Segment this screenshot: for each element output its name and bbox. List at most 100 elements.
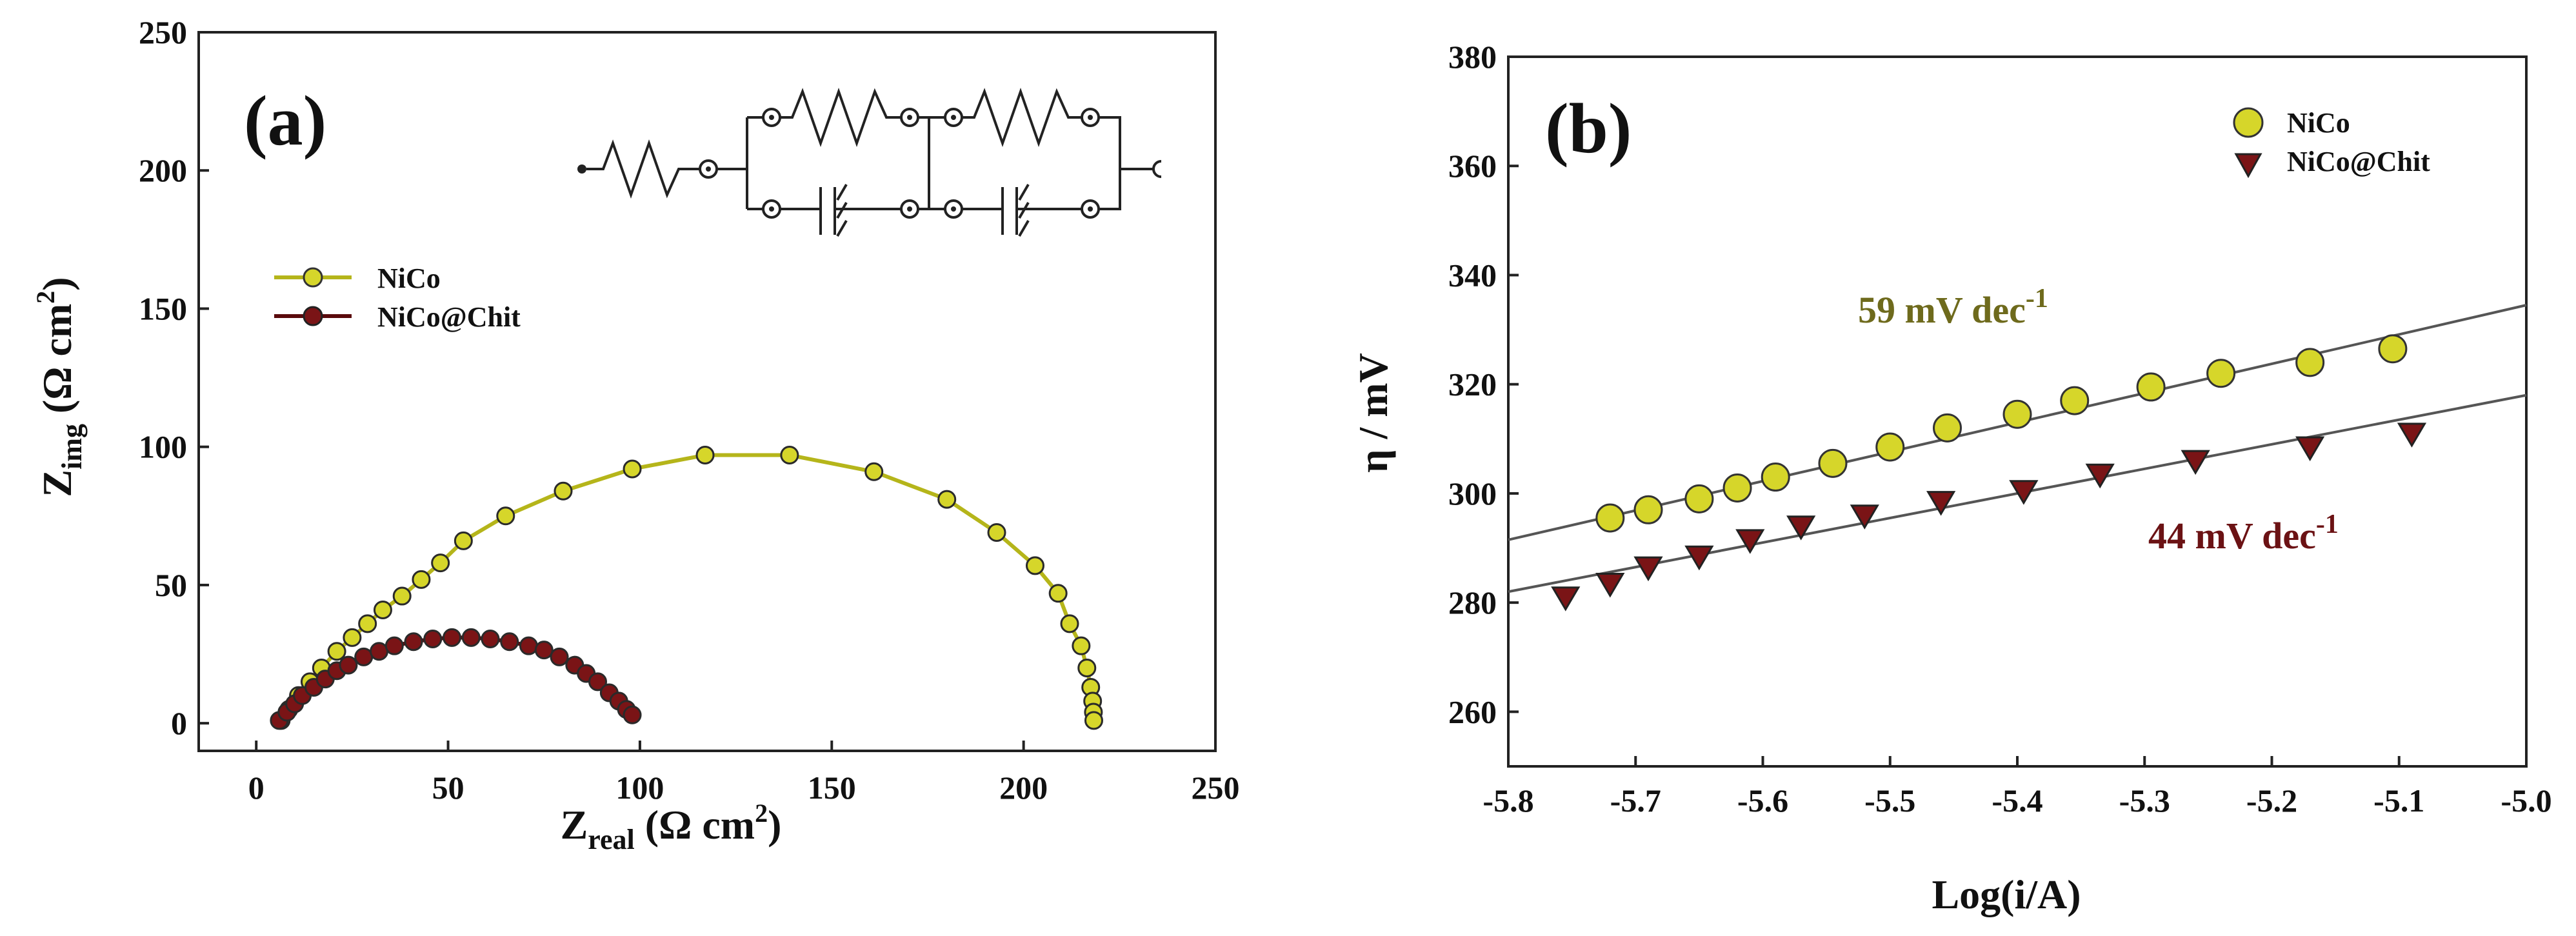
data-point-nico (780, 446, 799, 465)
data-point-nico (2060, 386, 2090, 415)
data-point-nico (373, 600, 392, 619)
panel-a: 0 50 100 150 200 250 0 50 100 150 200 250 (a) (31, 14, 1240, 855)
circuit-cpe-2 (962, 183, 1081, 237)
legend-b-nico-label: NiCo (2287, 107, 2350, 139)
equivalent-circuit-diagram (577, 87, 1162, 237)
x-tick-label: -5.2 (2246, 782, 2297, 819)
data-point-nico (2295, 348, 2325, 377)
circuit-resistor-2 (962, 87, 1081, 148)
y-tick-label: 100 (139, 429, 187, 465)
circuit-block-2-frame (1099, 116, 1143, 210)
legend-a-nico-label: NiCo (377, 263, 441, 294)
x-tick-label: 100 (615, 770, 664, 806)
slope-label-nico-chit: 44 mV dec-1 (2148, 510, 2339, 557)
panel-b-legend: NiCo NiCo@Chit (2233, 107, 2430, 179)
y-tick-label: 0 (171, 705, 187, 741)
data-point-nico (1084, 711, 1103, 730)
data-point-nico (554, 481, 573, 501)
circuit-resistor-series (586, 139, 699, 199)
y-tick-label: 340 (1448, 257, 1497, 293)
data-point-nico (1933, 413, 1962, 443)
data-point-nico (1684, 484, 1714, 513)
y-tick-label: 50 (155, 567, 187, 603)
legend-b-chit-marker (2234, 153, 2262, 179)
panel-b: -5.8 -5.7 -5.6 -5.5 -5.4 -5.3 -5.2 -5.1 -5.0 260 2… (1350, 39, 2552, 917)
x-tick-label: -5.0 (2501, 782, 2551, 819)
data-point-nico-chit (354, 647, 374, 666)
data-point-nico (864, 462, 884, 481)
legend-a-chit-label: NiCo@Chit (377, 301, 521, 333)
data-point-nico (937, 490, 957, 509)
data-point-nico (454, 531, 473, 550)
data-point-nico-chit (1684, 545, 1714, 571)
panel-a-label: (a) (244, 81, 326, 160)
data-point-nico-chit (623, 705, 642, 724)
x-tick-label: -5.3 (2119, 782, 2170, 819)
data-point-nico (1633, 495, 1663, 524)
data-point-nico (327, 642, 346, 661)
panel-a-x-axis-title: Zreal (Ω cm2) (561, 799, 782, 855)
data-point-nico-chit (1551, 586, 1581, 612)
panel-a-series (270, 446, 1103, 730)
data-point-nico (1048, 584, 1068, 603)
x-tick-label: -5.7 (1610, 782, 1661, 819)
data-point-nico-chit (1786, 515, 1816, 541)
x-tick-label: 250 (1192, 770, 1240, 806)
x-tick-label: -5.1 (2373, 782, 2424, 819)
data-point-nico-chit (423, 629, 443, 648)
x-tick-label: 50 (432, 770, 464, 806)
data-point-nico-chit (588, 672, 608, 692)
y-tick-label: 380 (1448, 39, 1497, 75)
legend-a-nico-marker (303, 267, 323, 288)
data-point-nico-chit (1926, 491, 1956, 516)
panel-a-y-axis-title: Zimg (Ω cm2) (31, 277, 88, 497)
circuit-cpe-1 (780, 183, 901, 237)
x-tick-label: -5.8 (1483, 782, 1533, 819)
y-tick-label: 200 (139, 152, 187, 188)
data-point-nico-chit (404, 632, 423, 652)
data-point-nico (1722, 473, 1752, 503)
data-point-nico (2378, 334, 2408, 364)
data-point-nico (412, 570, 431, 589)
panel-b-x-axis-title: Log(i/A) (1932, 871, 2081, 917)
data-point-nico-chit (461, 628, 481, 647)
data-point-nico-chit (500, 632, 519, 652)
circuit-block-1-frame (746, 116, 944, 210)
legend-b-chit-label: NiCo@Chit (2287, 146, 2430, 177)
y-tick-label: 360 (1448, 148, 1497, 184)
data-point-nico (1595, 503, 1625, 533)
data-point-nico (392, 586, 412, 606)
panel-b-label: (b) (1545, 89, 1632, 168)
data-point-nico (343, 628, 362, 647)
data-point-nico (1761, 463, 1790, 492)
y-tick-label: 150 (139, 290, 187, 326)
panel-a-ticks: 0 50 100 150 200 250 0 50 100 150 200 250 (139, 14, 1240, 806)
data-point-nico-chit (534, 641, 554, 660)
data-point-nico-chit (2181, 450, 2210, 475)
data-point-nico-chit (1735, 529, 1765, 554)
data-point-nico-chit (1850, 504, 1879, 530)
slope-label-nico: 59 mV dec-1 (1858, 284, 2048, 331)
x-tick-label: 0 (248, 770, 265, 806)
x-tick-label: -5.5 (1864, 782, 1915, 819)
panel-b-series (1551, 334, 2427, 612)
y-tick-label: 260 (1448, 693, 1497, 730)
data-point-nico-chit (443, 628, 462, 647)
data-point-nico (2136, 372, 2166, 402)
legend-a-chit-marker (303, 306, 323, 326)
circuit-resistor-1 (780, 87, 901, 148)
data-point-nico (1818, 448, 1848, 478)
x-tick-label: -5.6 (1737, 782, 1788, 819)
data-point-nico (1077, 658, 1097, 677)
data-point-nico-chit (550, 647, 569, 666)
data-point-nico (1875, 432, 1905, 462)
y-tick-label: 300 (1448, 475, 1497, 512)
data-point-nico (2206, 359, 2236, 388)
data-point-nico (496, 506, 515, 526)
data-point-nico-chit (339, 655, 358, 675)
data-point-nico-chit (1633, 556, 1663, 582)
x-tick-label: 200 (999, 770, 1048, 806)
y-tick-label: 250 (139, 14, 187, 50)
